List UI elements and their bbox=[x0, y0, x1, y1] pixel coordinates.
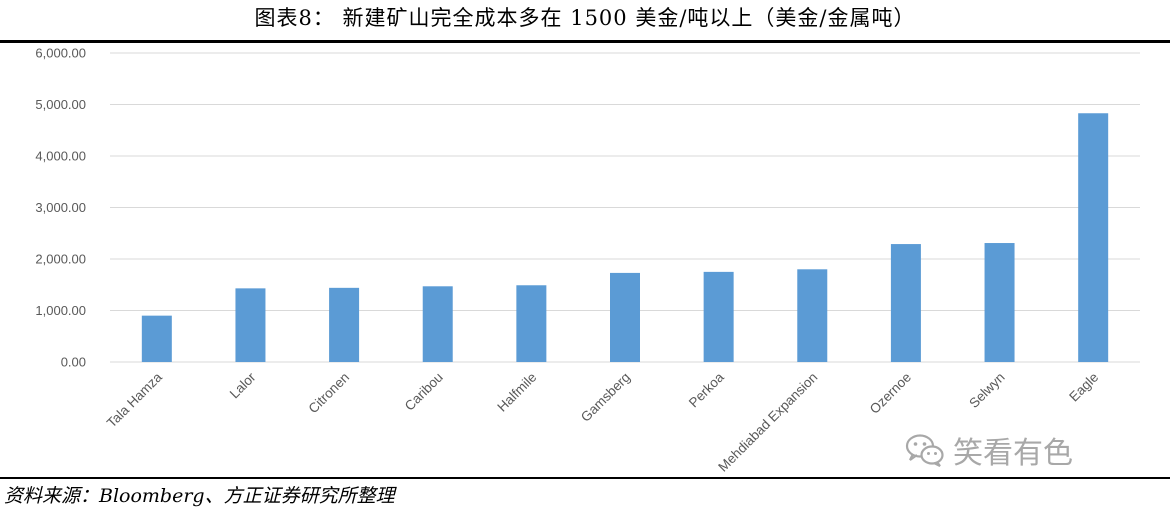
x-tick-label: Lalor bbox=[227, 369, 259, 401]
source-note: 资料来源：Bloomberg、方正证券研究所整理 bbox=[4, 485, 395, 507]
x-tick-label: Caribou bbox=[402, 370, 446, 414]
watermark: 笑看有色 bbox=[905, 428, 1073, 472]
x-tick-label: Eagle bbox=[1066, 370, 1101, 405]
bar bbox=[610, 272, 640, 362]
bar bbox=[235, 288, 266, 362]
x-tick-label: Halfmile bbox=[494, 370, 539, 415]
bottom-rule bbox=[0, 477, 1170, 479]
y-tick-label: 0.00 bbox=[61, 355, 86, 370]
bar bbox=[329, 287, 360, 362]
x-tick-label: Mehdiabad Expansion bbox=[715, 370, 820, 475]
chart-title: 图表8： 新建矿山完全成本多在 1500 美金/吨以上（美金/金属吨） bbox=[254, 6, 916, 30]
gridlines bbox=[110, 52, 1140, 363]
y-tick-label: 1,000.00 bbox=[35, 303, 86, 318]
y-tick-label: 4,000.00 bbox=[35, 149, 86, 164]
bar bbox=[422, 286, 453, 362]
y-tick-label: 5,000.00 bbox=[35, 97, 86, 112]
bar bbox=[703, 271, 734, 362]
bar bbox=[797, 269, 828, 362]
x-tick-label: Citronen bbox=[306, 370, 353, 417]
x-tick-label: Selwyn bbox=[966, 370, 1007, 411]
bar bbox=[1078, 113, 1109, 362]
wechat-icon bbox=[905, 434, 944, 467]
bar bbox=[890, 244, 921, 362]
bar bbox=[516, 285, 547, 362]
top-rule bbox=[0, 40, 1170, 43]
y-tick-label: 2,000.00 bbox=[35, 252, 86, 267]
bar bbox=[984, 243, 1015, 362]
x-tick-label: Perkoa bbox=[686, 369, 727, 410]
bar-chart: 0.00 1,000.00 2,000.00 3,000.00 4,000.00 5,00… bbox=[35, 46, 1140, 475]
bar bbox=[141, 315, 172, 362]
x-tick-label: Gamsberg bbox=[578, 370, 633, 425]
x-tick-label: Ozernoe bbox=[867, 370, 914, 417]
x-tick-label: Tala Hamza bbox=[104, 369, 165, 430]
bars bbox=[141, 113, 1109, 362]
y-axis-ticks: 0.00 1,000.00 2,000.00 3,000.00 4,000.00 5,00… bbox=[35, 46, 86, 370]
watermark-text: 笑看有色 bbox=[953, 436, 1073, 471]
y-tick-label: 3,000.00 bbox=[35, 200, 86, 215]
y-tick-label: 6,000.00 bbox=[35, 46, 86, 61]
